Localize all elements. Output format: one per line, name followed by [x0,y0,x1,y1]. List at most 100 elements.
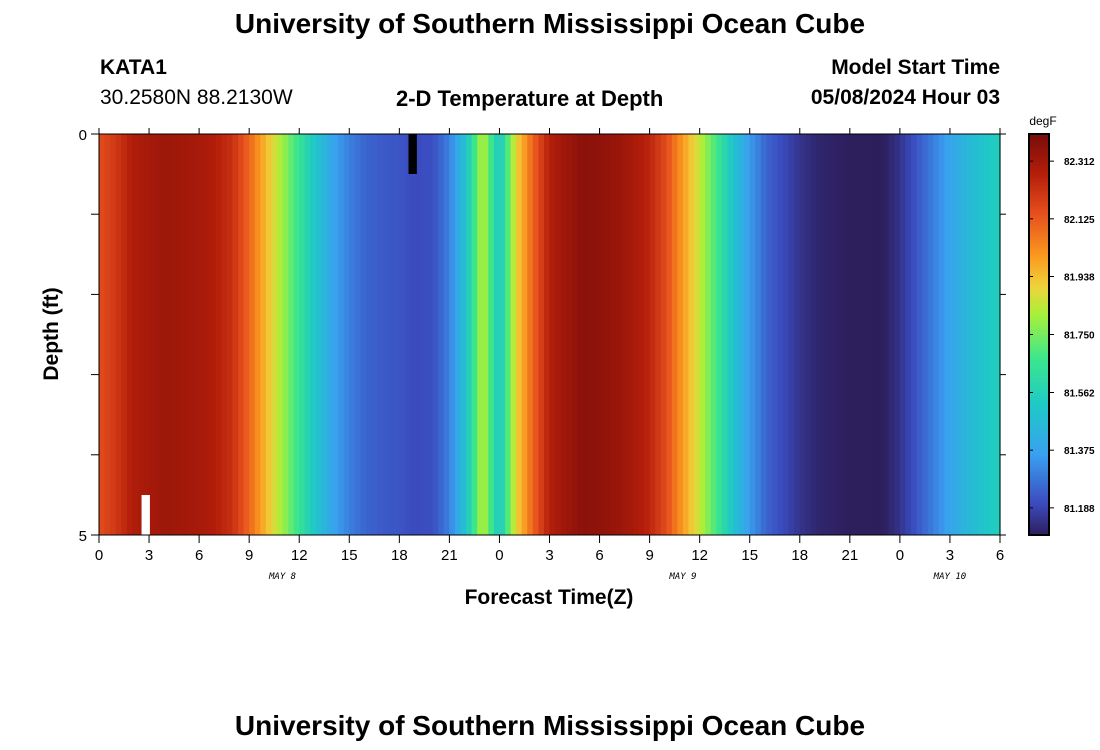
x-date-label: MAY 8 [268,572,296,582]
heatmap-cell [733,134,740,535]
heatmap-cell [694,134,701,535]
heatmap-cell [705,134,712,535]
heatmap-cell [721,134,729,535]
heatmap-cell [961,134,968,535]
heatmap-cell [655,134,662,535]
heatmap-cell [599,134,606,535]
x-tick-label: 9 [245,547,253,564]
colorbar-ticks: 82.312 82.125 81.938 81.750 81.562 81.375 81.1… [1029,157,1095,515]
heatmap-cell [304,134,311,535]
heatmap-cell [393,134,400,535]
heatmap-cell [154,134,161,535]
colorbar-tick-label: 82.312 [1064,157,1095,168]
heatmap-cell [115,134,122,535]
heatmap-cell [282,134,289,535]
heatmap-cell [649,134,656,535]
heatmap-cell [271,134,278,535]
heatmap-cell [605,134,612,535]
heatmap-cell [877,134,884,535]
station-id: KATA1 [100,56,167,79]
heatmap-cell [126,134,133,535]
heatmap-cell [577,134,584,535]
heatmap-cell [176,134,184,535]
heatmap-cell [543,134,551,535]
heatmap-cell [260,134,267,535]
heatmap-cell [788,134,795,535]
x-tick-label: 3 [545,547,553,564]
x-tick-label: 18 [391,547,408,564]
y-tick-label: 0 [79,127,87,144]
heatmap-cell [911,134,918,535]
x-tick-label: 12 [291,547,308,564]
heatmap-cell [165,134,172,535]
heatmap-cell [132,134,139,535]
x-tick-label: 12 [691,547,708,564]
heatmap-cell [677,134,684,535]
heatmap-cell [794,134,801,535]
x-tick-label: 21 [441,547,458,564]
heatmap-cell [432,134,439,535]
heatmap-cell [827,134,834,535]
heatmap-cell [899,134,907,535]
x-tick-label: 3 [946,547,954,564]
heatmap-cell [443,134,450,535]
heatmap-cell [660,134,667,535]
heatmap-cell [416,134,423,535]
colorbar: degF 82.312 82.125 81.938 81.750 81.562 81.37… [1028,114,1095,536]
heatmap-cell [688,134,695,535]
heatmap-cell [816,134,823,535]
heatmap-cell [371,134,378,535]
heatmap-cell [833,134,840,535]
heatmap-cell [682,134,690,535]
heatmap-cell [799,134,806,535]
heatmap-cell [343,134,350,535]
heatmap-cell [749,134,756,535]
heatmap-cell [638,134,645,535]
heatmap-cell [199,134,206,535]
heatmap-cell [777,134,784,535]
heatmap-cell [187,134,195,535]
heatmap-cell [354,134,361,535]
heatmap-cell [382,134,389,535]
heatmap-cell [276,134,284,535]
heatmap-cell [866,134,873,535]
heatmap-cell [299,134,306,535]
heatmap-cell [327,134,334,535]
colorbar-unit: degF [1029,114,1056,128]
heatmap-cell [927,134,934,535]
heatmap-cell [922,134,929,535]
y-axis-ticks: 05 [79,127,1006,545]
heatmap-cell [160,134,167,535]
y-tick-label: 5 [79,528,87,545]
page-title: University of Southern Mississippi Ocean… [234,8,866,39]
heatmap-cell [888,134,895,535]
heatmap-cell [610,134,617,535]
x-tick-label: 6 [996,547,1004,564]
heatmap-cell [933,134,940,535]
heatmap-cell [994,134,1001,535]
heatmap-cell [488,134,495,535]
heatmap-cell [332,134,339,535]
heatmap-cell [427,134,434,535]
y-axis-title: Depth (ft) [40,287,63,380]
heatmap-cell [822,134,829,535]
heatmap-cell [844,134,851,535]
heatmap-cell [249,134,256,535]
heatmap-cell [644,134,651,535]
heatmap-cell [510,134,517,535]
x-tick-label: 15 [341,547,358,564]
heatmap-cell [454,134,462,535]
heatmap-cell [849,134,856,535]
heatmap-cell [755,134,762,535]
heatmap-cell [399,134,406,535]
heatmap-cell [232,134,239,535]
heatmap-cell [377,134,384,535]
heatmap-cell [905,134,912,535]
x-tick-label: 6 [195,547,203,564]
heatmap-cell [771,134,779,535]
heatmap-cell [988,134,996,535]
heatmap-cell [338,134,345,535]
heatmap-cell [766,134,773,535]
heatmap-cell [883,134,890,535]
